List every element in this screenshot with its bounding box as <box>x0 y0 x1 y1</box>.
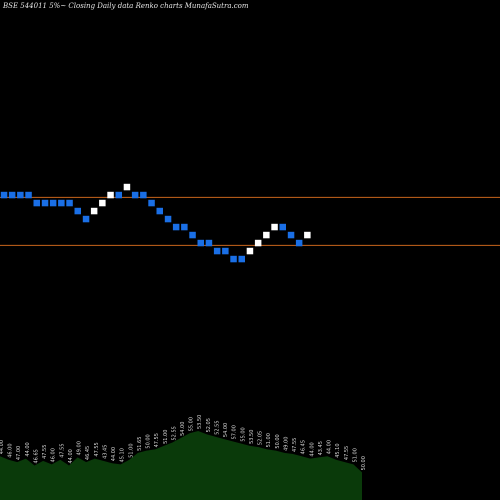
volume-label: 50.00 <box>361 456 367 470</box>
volume-label: 55.00 <box>240 427 246 441</box>
volume-label: 49.00 <box>283 437 289 451</box>
volume-label: 53.50 <box>249 430 255 444</box>
volume-label: 44.00 <box>309 442 315 456</box>
volume-label: 44.00 <box>0 440 5 454</box>
volume-label: 51.00 <box>266 433 272 447</box>
volume-label: 44.00 <box>111 447 117 461</box>
renko-brick-down <box>222 247 229 255</box>
volume-label: 44.00 <box>327 440 333 454</box>
volume-label: 54.00 <box>223 423 229 437</box>
volume-label: 51.00 <box>352 448 358 462</box>
renko-brick-down <box>25 191 32 199</box>
renko-brick-up <box>254 239 262 247</box>
renko-brick-up <box>271 223 278 231</box>
renko-brick-down <box>295 239 303 247</box>
volume-label: 47.55 <box>94 442 100 456</box>
renko-brick-down <box>41 199 49 207</box>
renko-brick-up <box>90 207 98 215</box>
renko-brick-down <box>279 223 286 231</box>
volume-area <box>0 431 362 500</box>
volume-label: 43.45 <box>102 445 108 459</box>
volume-label: 51.65 <box>137 437 143 451</box>
volume-label: 47.55 <box>42 445 48 459</box>
volume-label: 49.00 <box>77 441 83 455</box>
volume-label: 47.55 <box>59 443 65 457</box>
renko-brick-up <box>123 183 131 191</box>
renko-brick-down <box>148 199 155 207</box>
renko-brick-down <box>131 191 139 199</box>
renko-brick-up <box>107 191 114 199</box>
renko-brick-down <box>287 231 295 239</box>
volume-label: 50.00 <box>146 434 152 448</box>
volume-label: 51.00 <box>163 430 169 444</box>
renko-brick-down <box>8 191 16 199</box>
volume-label: 45.10 <box>120 448 126 462</box>
volume-label: 47.55 <box>292 438 298 452</box>
volume-label: 51.00 <box>128 443 134 457</box>
renko-brick-down <box>140 191 147 199</box>
renko-brick-down <box>66 199 73 207</box>
volume-label: 53.50 <box>197 415 203 429</box>
renko-brick-down <box>164 215 172 223</box>
volume-label: 44.00 <box>25 442 31 456</box>
renko-brick-down <box>74 207 81 215</box>
volume-label: 47.55 <box>154 433 160 447</box>
volume-label: 44.00 <box>68 449 74 463</box>
volume-label: 46.65 <box>34 449 40 463</box>
chart-title: BSE 544011 5%~ Closing Daily data Renko … <box>3 2 249 10</box>
volume-label: 52.55 <box>171 426 177 440</box>
volume-label: 55.00 <box>189 417 195 431</box>
volume-label: 52.05 <box>206 418 212 432</box>
renko-brick-up <box>246 247 254 255</box>
renko-brick-down <box>82 215 90 223</box>
volume-label: 52.05 <box>258 431 264 445</box>
renko-brick-down <box>230 255 237 263</box>
renko-brick-down <box>238 255 245 263</box>
renko-brick-up <box>99 199 106 207</box>
renko-brick-down <box>33 199 40 207</box>
renko-brick-down <box>205 239 213 247</box>
renko-brick-down <box>115 191 122 199</box>
renko-brick-down <box>213 247 221 255</box>
volume-label: 47.55 <box>344 446 350 460</box>
renko-brick-down <box>58 199 65 207</box>
renko-brick-up <box>304 231 311 239</box>
volume-label: 47.00 <box>16 446 22 460</box>
renko-brick-up <box>263 231 270 239</box>
renko-brick-down <box>197 239 204 247</box>
renko-brick-down <box>189 231 196 239</box>
volume-label: 45.10 <box>335 443 341 457</box>
volume-label: 50.00 <box>275 434 281 448</box>
renko-brick-down <box>17 191 24 199</box>
volume-label: 52.55 <box>215 420 221 434</box>
volume-label: 46.00 <box>51 448 57 462</box>
volume-label: 46.45 <box>85 446 91 460</box>
renko-brick-down <box>0 191 8 199</box>
volume-label: 43.45 <box>318 441 324 455</box>
volume-label: 54.00 <box>180 422 186 436</box>
renko-brick-down <box>172 223 180 231</box>
volume-label: 46.45 <box>301 440 307 454</box>
volume-label: 46.00 <box>8 443 14 457</box>
renko-brick-down <box>181 223 188 231</box>
renko-brick-down <box>49 199 57 207</box>
volume-label: 57.00 <box>232 425 238 439</box>
renko-brick-down <box>156 207 163 215</box>
